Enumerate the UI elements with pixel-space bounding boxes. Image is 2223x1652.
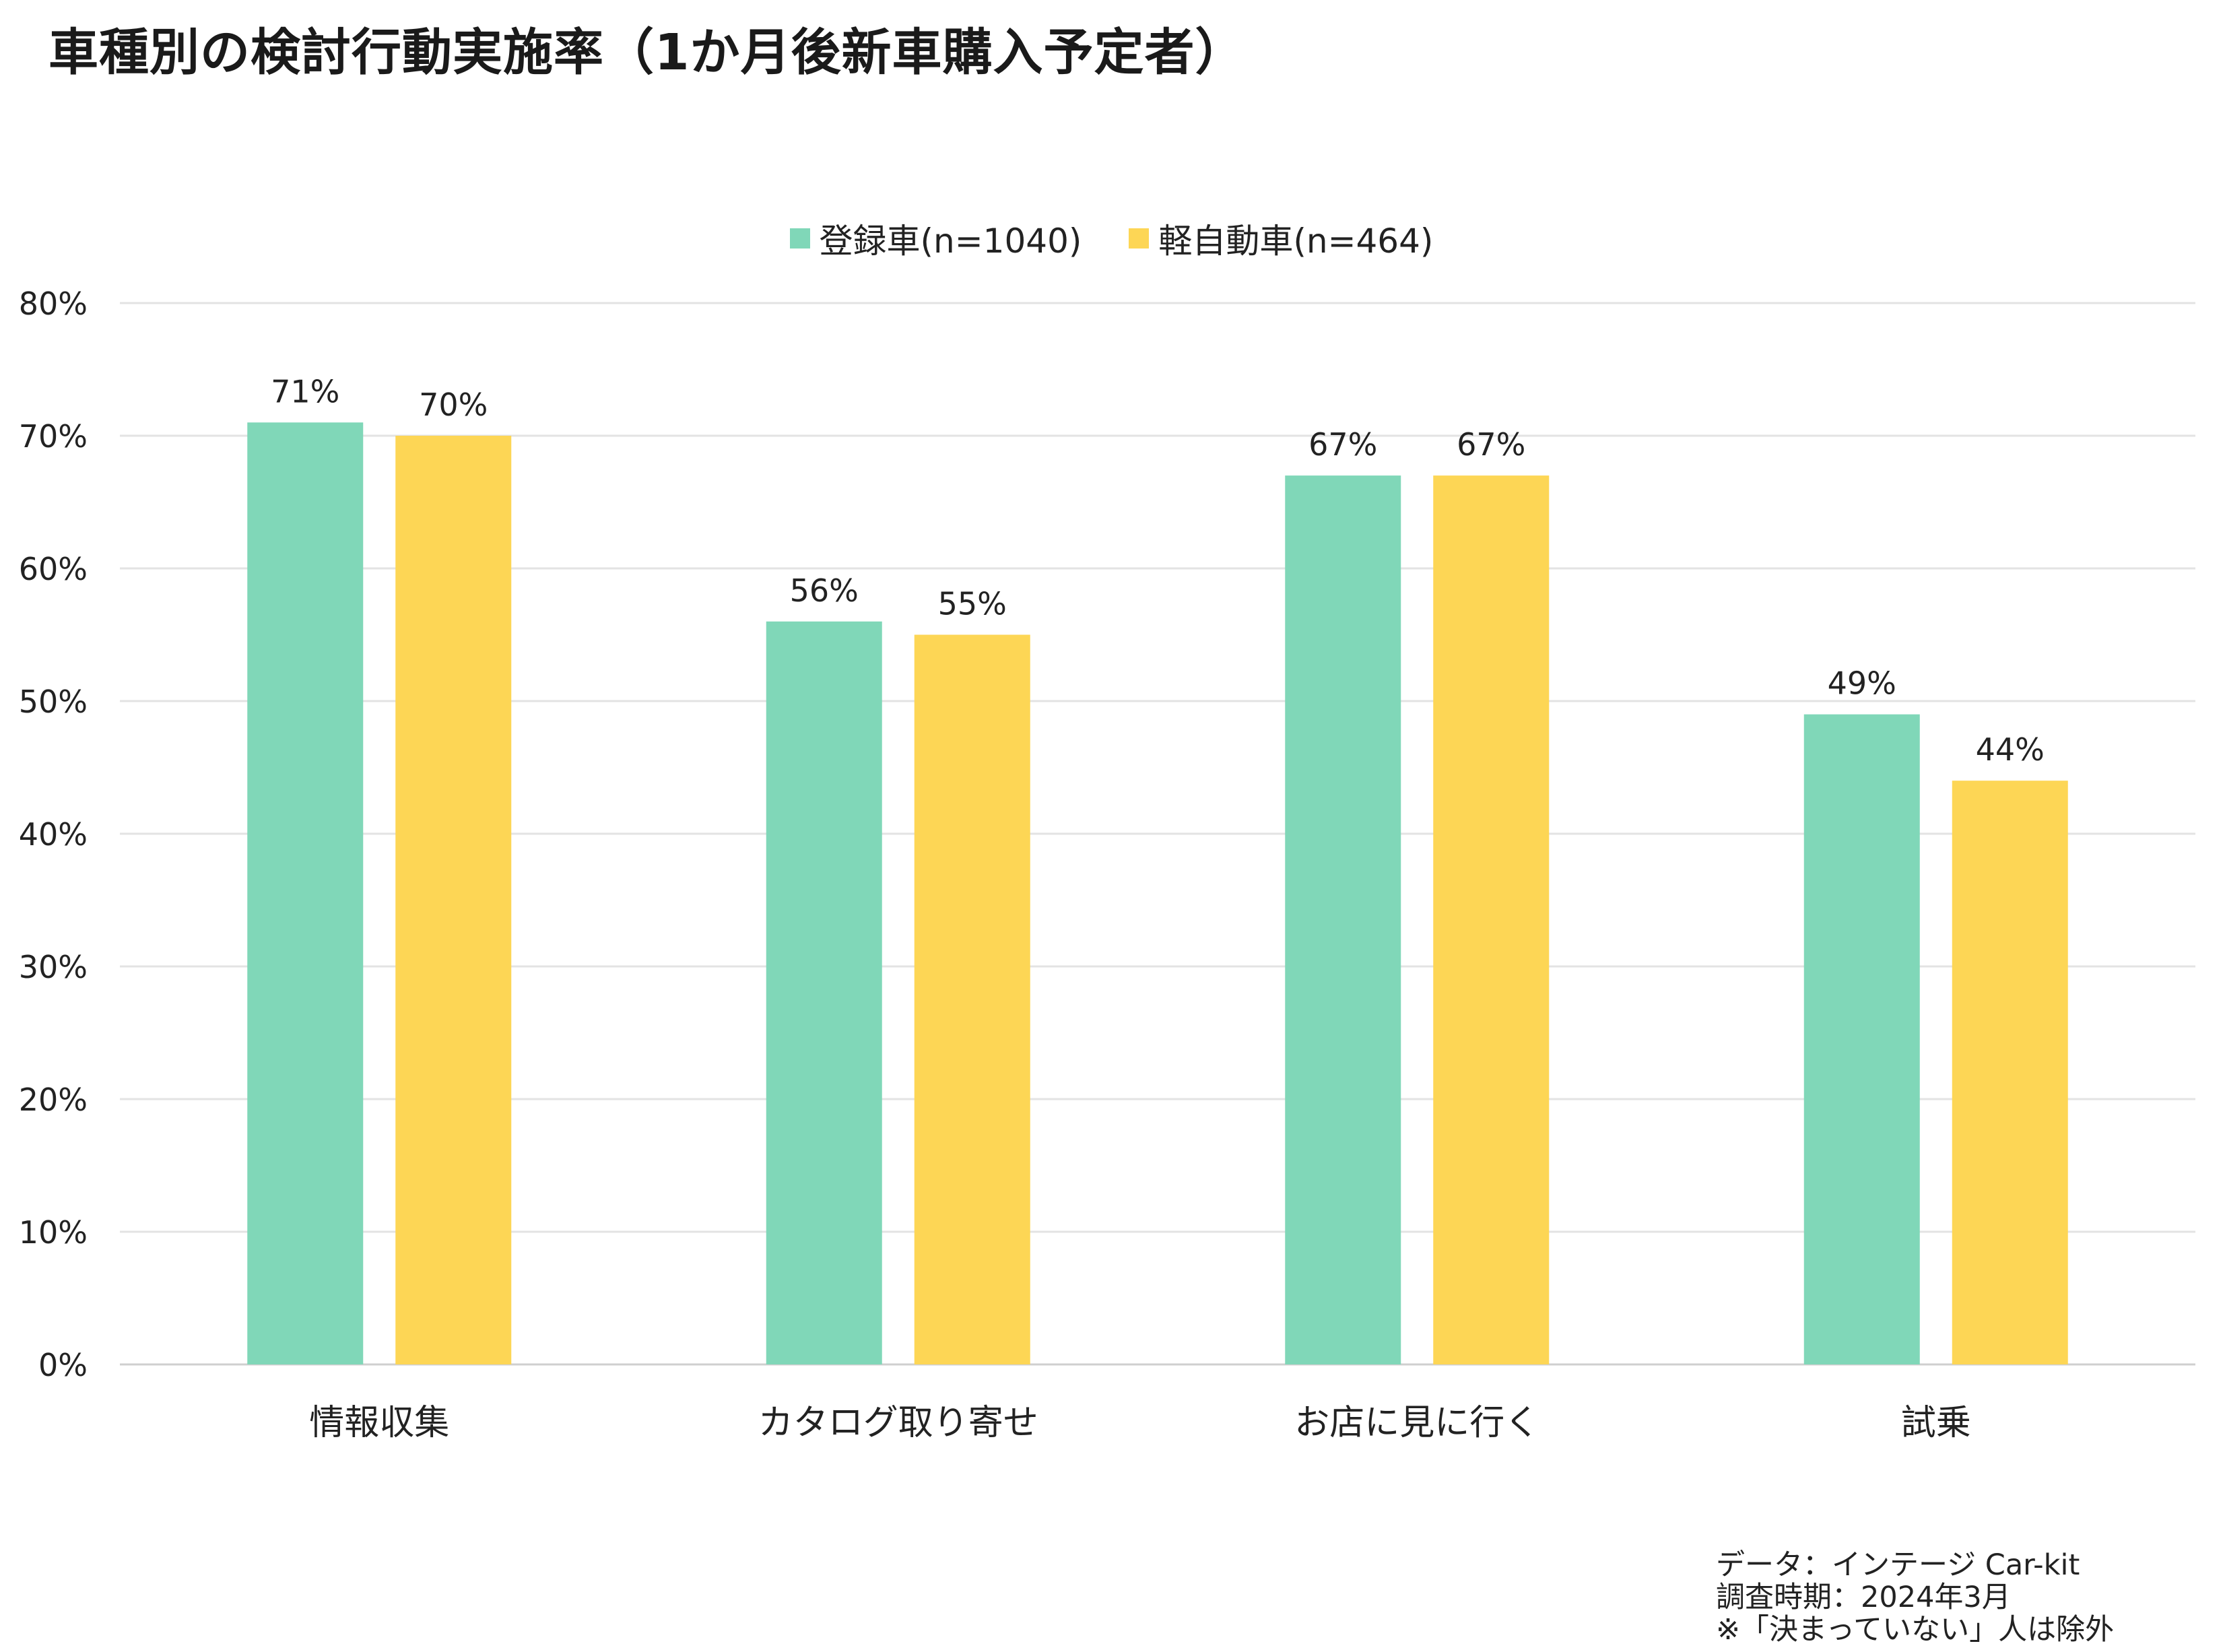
data-label: 67%: [1308, 426, 1377, 463]
legend-label-kei: 軽自動車(n=464): [1158, 222, 1434, 261]
y-tick-label: 30%: [19, 949, 88, 985]
x-tick-label: 試乗: [1901, 1403, 1971, 1443]
bar: [914, 634, 1030, 1364]
y-tick-label: 10%: [19, 1214, 88, 1251]
bar: [1952, 781, 2068, 1364]
x-tick-label: お店に見に行く: [1294, 1403, 1539, 1443]
data-label: 55%: [938, 586, 1007, 622]
bar: [395, 436, 512, 1364]
x-tick-label: 情報収集: [309, 1403, 449, 1443]
bar: [1433, 475, 1550, 1364]
data-label: 70%: [419, 387, 488, 423]
legend-label-registered: 登録車(n=1040): [819, 222, 1082, 261]
legend-swatch-registered: [789, 228, 810, 249]
bar: [1803, 714, 1920, 1364]
data-label: 49%: [1828, 665, 1896, 702]
x-tick-label: カタログ取り寄せ: [758, 1403, 1038, 1443]
legend-item-registered: 登録車(n=1040): [789, 214, 1082, 263]
legend-item-kei: 軽自動車(n=464): [1129, 214, 1433, 263]
data-label: 71%: [271, 373, 339, 409]
legend-swatch-kei: [1129, 228, 1150, 249]
chart-title: 車種別の検討行動実施率（1か月後新車購入予定者）: [48, 24, 1246, 81]
source-note: データ：インテージ Car-kit 調査時期：2024年3月 ※「決まっていない…: [1716, 1549, 2114, 1646]
bar: [247, 422, 364, 1364]
y-tick-label: 40%: [19, 816, 88, 853]
y-tick-label: 20%: [19, 1082, 88, 1118]
data-label: 44%: [1976, 731, 2045, 768]
note-line-source: データ：インテージ Car-kit: [1716, 1548, 2080, 1582]
bar: [766, 621, 882, 1364]
y-tick-label: 80%: [19, 286, 88, 322]
y-tick-label: 50%: [19, 684, 88, 720]
y-tick-label: 70%: [19, 418, 88, 455]
note-line-exclusion: ※「決まっていない」人は除外: [1716, 1613, 2115, 1647]
data-label: 67%: [1457, 426, 1525, 463]
bar: [1285, 475, 1401, 1364]
y-tick-label: 60%: [19, 551, 88, 587]
y-tick-label: 0%: [38, 1347, 88, 1383]
note-line-period: 調査時期：2024年3月: [1716, 1581, 2011, 1614]
legend: 登録車(n=1040) 軽自動車(n=464): [0, 214, 2223, 263]
data-label: 56%: [790, 572, 859, 609]
